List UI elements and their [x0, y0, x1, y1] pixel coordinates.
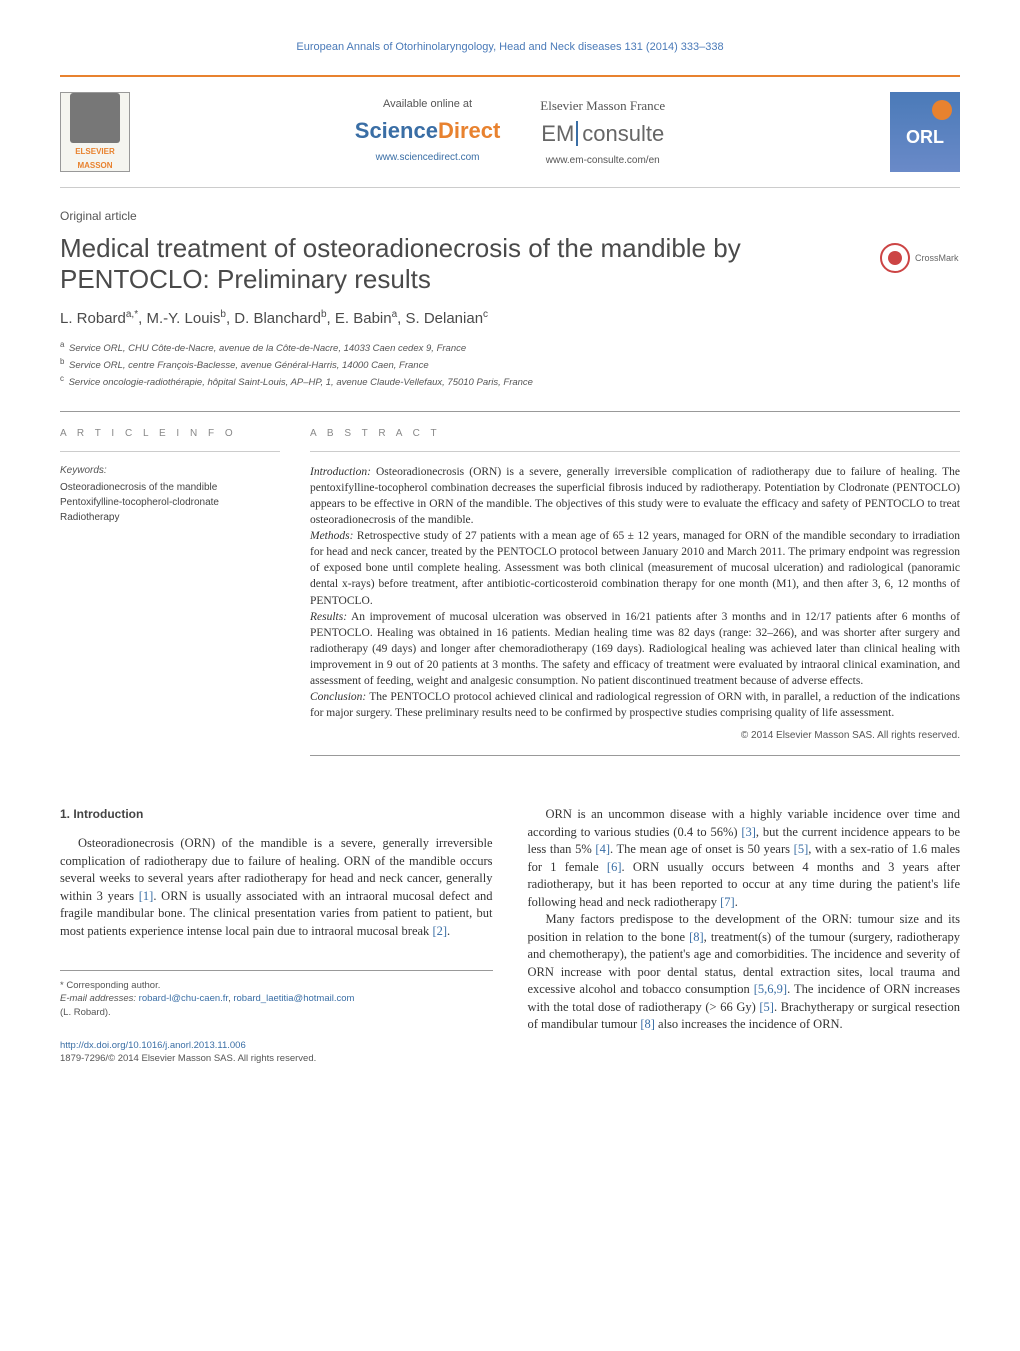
emconsulte-logo[interactable]: EMconsulte — [540, 119, 665, 150]
col2-para-2: Many factors predispose to the developme… — [528, 911, 961, 1034]
abstract-text: Introduction: Osteoradionecrosis (ORN) i… — [310, 464, 960, 722]
abstract-methods-label: Methods: — [310, 530, 353, 542]
body-col-right: ORN is an uncommon disease with a highly… — [528, 806, 961, 1065]
orl-icon — [932, 100, 952, 120]
affiliation-a-text: Service ORL, CHU Côte-de-Nacre, avenue d… — [69, 343, 466, 354]
journal-header: European Annals of Otorhinolaryngology, … — [60, 40, 960, 55]
emconsulte-block: Elsevier Masson France EMconsulte www.em… — [540, 97, 665, 168]
sd-suffix: Direct — [438, 118, 500, 143]
email-2[interactable]: robard_laetitia@hotmail.com — [233, 993, 354, 1004]
abstract-conclusion-text: The PENTOCLO protocol achieved clinical … — [310, 691, 960, 719]
keyword-item: Osteoradionecrosis of the mandible — [60, 480, 280, 495]
keyword-item: Radiotherapy — [60, 510, 280, 525]
emconsulte-url[interactable]: www.em-consulte.com/en — [540, 154, 665, 168]
crossmark-label: CrossMark — [915, 252, 959, 265]
doi-block: http://dx.doi.org/10.1016/j.anorl.2013.1… — [60, 1039, 493, 1066]
em-prefix: EM — [541, 121, 574, 146]
affiliations: a Service ORL, CHU Côte-de-Nacre, avenue… — [60, 339, 960, 391]
abstract-heading: A B S T R A C T — [310, 427, 960, 452]
email-line: E-mail addresses: robard-l@chu-caen.fr, … — [60, 992, 493, 1005]
available-label: Available online at — [355, 97, 501, 112]
elsevier-sub: MASSON — [77, 160, 112, 171]
keywords-list: Osteoradionecrosis of the mandible Pento… — [60, 480, 280, 525]
affiliation-b: b Service ORL, centre François-Baclesse,… — [60, 356, 960, 373]
abstract-methods-text: Retrospective study of 27 patients with … — [310, 530, 960, 606]
body-col-left: 1. Introduction Osteoradionecrosis (ORN)… — [60, 806, 493, 1065]
keywords-label: Keywords: — [60, 464, 280, 478]
affiliation-a: a Service ORL, CHU Côte-de-Nacre, avenue… — [60, 339, 960, 356]
corresponding-footer: * Corresponding author. E-mail addresses… — [60, 970, 493, 1019]
orl-journal-logo: ORL — [890, 92, 960, 172]
abstract-col: A B S T R A C T Introduction: Osteoradio… — [310, 427, 960, 757]
col2-para-1: ORN is an uncommon disease with a highly… — [528, 806, 961, 911]
issn-line: 1879-7296/© 2014 Elsevier Masson SAS. Al… — [60, 1052, 493, 1065]
crossmark-icon — [880, 243, 910, 273]
article-info-col: A R T I C L E I N F O Keywords: Osteorad… — [60, 427, 280, 757]
authors-line: L. Robarda,*, M.-Y. Louisb, D. Blanchard… — [60, 308, 960, 329]
article-info-heading: A R T I C L E I N F O — [60, 427, 280, 452]
orl-text: ORL — [906, 125, 944, 150]
sd-prefix: Science — [355, 118, 438, 143]
publisher-header-bar: ELSEVIER MASSON Available online at Scie… — [60, 75, 960, 188]
title-row: Medical treatment of osteoradionecrosis … — [60, 233, 960, 295]
abstract-intro-label: Introduction: — [310, 466, 371, 478]
copyright-line: © 2014 Elsevier Masson SAS. All rights r… — [310, 729, 960, 743]
email-name: (L. Robard). — [60, 1006, 493, 1019]
keyword-item: Pentoxifylline-tocopherol-clodronate — [60, 495, 280, 510]
email-1[interactable]: robard-l@chu-caen.fr — [139, 993, 228, 1004]
body-columns: 1. Introduction Osteoradionecrosis (ORN)… — [60, 806, 960, 1065]
sciencedirect-block: Available online at ScienceDirect www.sc… — [355, 97, 501, 168]
header-center: Available online at ScienceDirect www.sc… — [145, 97, 875, 168]
affiliation-c-text: Service oncologie-radiothérapie, hôpital… — [69, 378, 533, 389]
email-label: E-mail addresses: — [60, 993, 136, 1004]
elsevier-name: ELSEVIER — [75, 146, 115, 157]
elsevier-tree-icon — [70, 93, 120, 143]
article-type: Original article — [60, 208, 960, 225]
crossmark-badge[interactable]: CrossMark — [880, 233, 960, 283]
abstract-intro-text: Osteoradionecrosis (ORN) is a severe, ge… — [310, 466, 960, 526]
abstract-conclusion-label: Conclusion: — [310, 691, 366, 703]
intro-para-1: Osteoradionecrosis (ORN) of the mandible… — [60, 835, 493, 940]
em-suffix: consulte — [576, 121, 664, 146]
elsevier-logo: ELSEVIER MASSON — [60, 92, 130, 172]
doi-link[interactable]: http://dx.doi.org/10.1016/j.anorl.2013.1… — [60, 1039, 493, 1052]
abstract-results-text: An improvement of mucosal ulceration was… — [310, 611, 960, 687]
intro-heading: 1. Introduction — [60, 806, 493, 823]
article-title: Medical treatment of osteoradionecrosis … — [60, 233, 880, 295]
info-abstract-row: A R T I C L E I N F O Keywords: Osteorad… — [60, 411, 960, 757]
em-label: Elsevier Masson France — [540, 97, 665, 115]
corresponding-label: * Corresponding author. — [60, 979, 493, 992]
affiliation-b-text: Service ORL, centre François-Baclesse, a… — [69, 360, 429, 371]
sciencedirect-url[interactable]: www.sciencedirect.com — [355, 151, 501, 165]
sciencedirect-logo[interactable]: ScienceDirect — [355, 116, 501, 147]
abstract-results-label: Results: — [310, 611, 347, 623]
affiliation-c: c Service oncologie-radiothérapie, hôpit… — [60, 373, 960, 390]
